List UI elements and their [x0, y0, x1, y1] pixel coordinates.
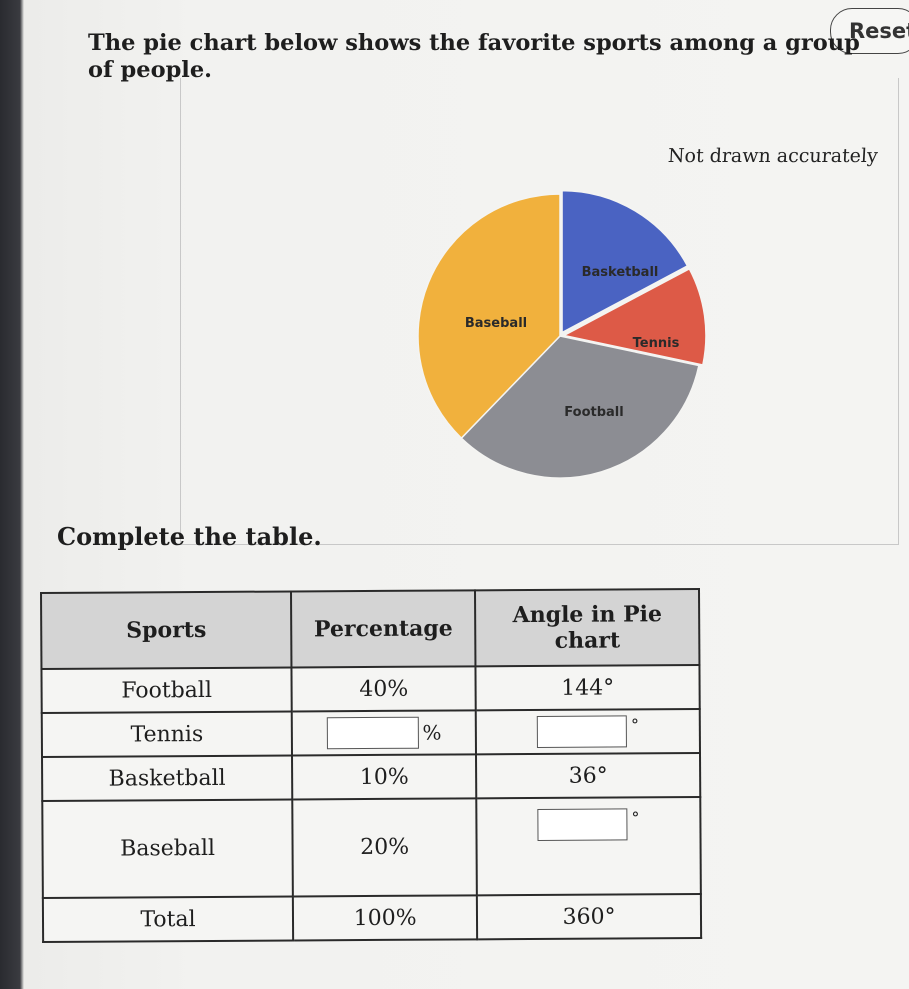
percentage-cell: 40%	[291, 666, 476, 712]
angle-cell: °	[476, 796, 701, 896]
table-header-row: Sports Percentage Angle in Pie chart	[41, 588, 700, 669]
table-row-total: Total 100% 360°	[42, 893, 702, 942]
pie-slice-basketball	[561, 190, 689, 334]
percent-sign: %	[422, 720, 442, 745]
table-row-tennis: Tennis % °	[41, 708, 700, 757]
pie-chart: Basketball Tennis Football Baseball	[417, 190, 707, 479]
sport-cell: Total	[42, 896, 294, 942]
header-sports: Sports	[41, 591, 292, 669]
pie-label-baseball: Baseball	[465, 316, 527, 331]
sport-cell: Baseball	[42, 799, 293, 898]
pie-label-football: Football	[564, 405, 623, 420]
sport-cell: Football	[41, 667, 292, 713]
percentage-cell: %	[291, 710, 477, 756]
table-row-baseball: Baseball 20% °	[42, 796, 701, 898]
question-intro: The pie chart below shows the favorite s…	[88, 30, 860, 83]
baseball-angle-input[interactable]	[537, 808, 628, 841]
table-row-football: Football 40% 144°	[41, 664, 700, 713]
pie-slice-football	[460, 335, 700, 479]
percentage-cell: 100%	[292, 895, 478, 941]
degree-sign: °	[630, 715, 640, 735]
angle-cell: 360°	[477, 893, 702, 940]
angle-cell: 144°	[475, 664, 700, 711]
pie-label-tennis: Tennis	[633, 336, 680, 351]
pie-slice-baseball	[417, 193, 561, 440]
header-angle: Angle in Pie chart	[475, 588, 700, 667]
chart-frame	[180, 78, 899, 545]
percentage-cell: 20%	[292, 798, 478, 897]
angle-cell: °	[475, 708, 700, 755]
chart-note: Not drawn accurately	[667, 145, 879, 167]
instruction-text: Complete the table.	[57, 522, 322, 551]
reset-button[interactable]: Reset	[830, 8, 909, 54]
percentage-cell: 10%	[292, 754, 477, 800]
header-percentage: Percentage	[291, 590, 476, 668]
angle-cell: 36°	[476, 752, 701, 799]
pie-slice-tennis	[561, 267, 707, 366]
tennis-percentage-input[interactable]	[326, 716, 419, 750]
sport-cell: Tennis	[41, 711, 293, 757]
pie-label-basketball: Basketball	[582, 265, 659, 280]
answer-table: Sports Percentage Angle in Pie chart Foo…	[40, 588, 702, 943]
sport-cell: Basketball	[42, 755, 293, 801]
degree-sign: °	[631, 808, 640, 828]
tennis-angle-input[interactable]	[536, 715, 628, 748]
table-row-basketball: Basketball 10% 36°	[42, 752, 701, 801]
